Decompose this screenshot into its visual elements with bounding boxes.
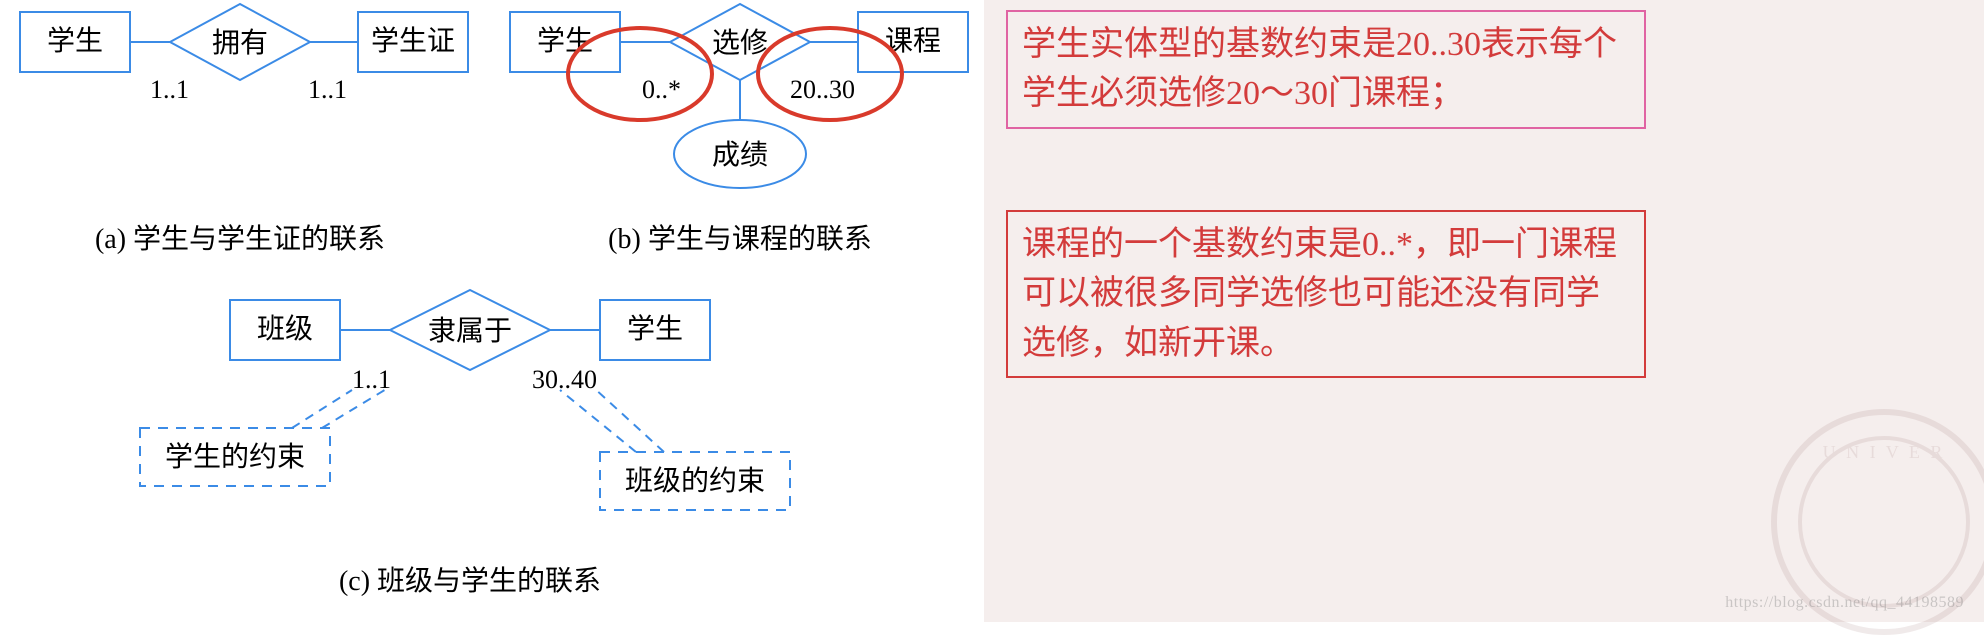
right-panel: 学生实体型的基数约束是20..30表示每个学生必须选修20～30门课程； 课程的… xyxy=(984,0,1984,622)
diagram-caption: (a) 学生与学生证的联系 xyxy=(95,223,385,255)
cardinality: 30..40 xyxy=(532,365,597,394)
entity-label: 学生 xyxy=(47,25,103,57)
cardinality: 1..1 xyxy=(150,75,189,104)
entity-label: 班级 xyxy=(257,313,313,345)
callout-line xyxy=(560,390,636,452)
relation-label: 拥有 xyxy=(212,27,268,59)
er-svg: 学生 拥有 学生证 1..1 1..1 学生 选修 课程 0..* 20..30… xyxy=(0,0,984,622)
note-label: 学生的约束 xyxy=(165,441,305,473)
callout-line xyxy=(322,388,388,428)
diagram-b: 学生 选修 课程 0..* 20..30 成绩 xyxy=(510,4,968,188)
diagram-caption: (c) 班级与学生的联系 xyxy=(339,565,601,597)
watermark-text: https://blog.csdn.net/qq_44198589 xyxy=(1725,594,1964,612)
note-box-2: 课程的一个基数约束是0..*，即一门课程可以被很多同学选修也可能还没有同学选修，… xyxy=(1006,210,1646,378)
relation-label: 选修 xyxy=(712,27,768,59)
callout-line xyxy=(594,388,664,452)
entity-label: 学生证 xyxy=(371,25,455,57)
cardinality: 0..* xyxy=(642,75,681,104)
note-box-1: 学生实体型的基数约束是20..30表示每个学生必须选修20～30门课程； xyxy=(1006,10,1646,129)
cardinality: 20..30 xyxy=(790,75,855,104)
diagram-c: 班级 隶属于 学生 1..1 30..40 学生的约束 班级的约束 xyxy=(140,290,790,510)
diagram-a: 学生 拥有 学生证 1..1 1..1 xyxy=(20,4,468,104)
attribute-label: 成绩 xyxy=(712,139,768,171)
note-text: 课程的一个基数约束是0..*，即一门课程可以被很多同学选修也可能还没有同学选修，… xyxy=(1022,226,1617,362)
diagram-caption: (b) 学生与课程的联系 xyxy=(608,223,872,255)
svg-text:U N I V E R: U N I V E R xyxy=(1823,442,1946,462)
callout-line xyxy=(292,390,352,428)
er-diagrams-panel: 学生 拥有 学生证 1..1 1..1 学生 选修 课程 0..* 20..30… xyxy=(0,0,984,622)
cardinality: 1..1 xyxy=(308,75,347,104)
relation-label: 隶属于 xyxy=(428,315,512,347)
entity-label: 学生 xyxy=(627,313,683,345)
entity-label: 学生 xyxy=(537,25,593,57)
note-text: 学生实体型的基数约束是20..30表示每个学生必须选修20～30门课程； xyxy=(1022,26,1617,112)
cardinality: 1..1 xyxy=(352,365,391,394)
note-label: 班级的约束 xyxy=(625,465,765,497)
